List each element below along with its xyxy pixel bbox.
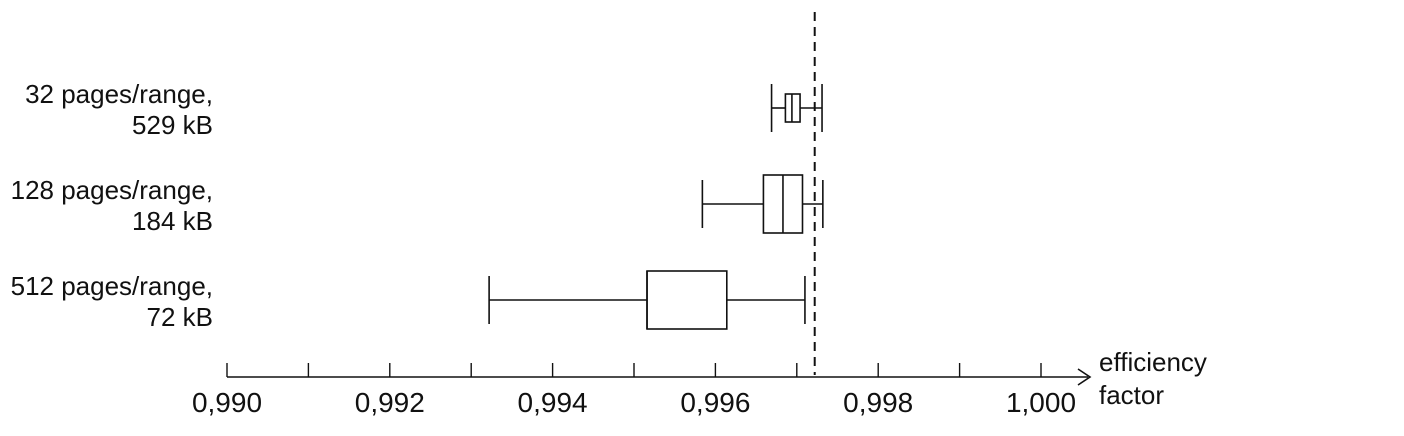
category-label: 128 pages/range,	[11, 175, 213, 205]
category-label: 512 pages/range,	[11, 271, 213, 301]
box-iqr	[646, 270, 728, 330]
boxplot-item	[701, 174, 824, 234]
x-axis-arrow	[1077, 368, 1092, 386]
boxplot-item	[488, 270, 806, 330]
x-tick-label: 0,992	[355, 387, 425, 418]
category-label: 184 kB	[132, 206, 213, 236]
x-axis: 0,990 0,992 0,994 0,996 0,998 1,000 efficiency…	[192, 347, 1207, 418]
boxplot-item	[770, 84, 823, 132]
x-tick-label: 1,000	[1006, 387, 1076, 418]
x-tick-label: 0,998	[843, 387, 913, 418]
category-label: 72 kB	[147, 302, 214, 332]
x-tick-label: 0,994	[518, 387, 588, 418]
category-label: 529 kB	[132, 110, 213, 140]
x-tick-label: 0,990	[192, 387, 262, 418]
box-iqr	[784, 93, 801, 123]
category-label: 32 pages/range,	[25, 79, 213, 109]
category-labels: 32 pages/range,529 kB 128 pages/range,184…	[11, 79, 213, 332]
x-tick-label: 0,996	[680, 387, 750, 418]
x-axis-title: efficiency	[1099, 347, 1207, 377]
x-axis-title: factor	[1099, 380, 1164, 410]
boxes-layer	[488, 84, 824, 330]
